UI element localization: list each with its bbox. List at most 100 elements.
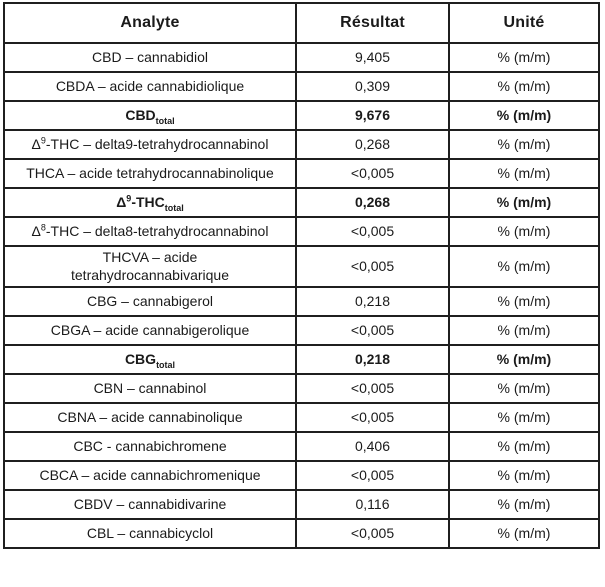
table-row: CBNA – acide cannabinolique <0,005 % (m/… [3,402,600,433]
result-cell: 0,218 [295,286,450,317]
analyte-text: -THC [131,193,165,210]
analyte-cell: CBDtotal [3,100,297,131]
analyte-text: CBD – cannabidiol [92,48,208,65]
analyte-cell: CBDV – cannabidivarine [3,489,297,520]
result-cell: <0,005 [295,402,450,433]
analysis-results-table: Analyte Résultat Unité CBD – cannabidiol… [3,2,600,549]
analyte-text: Δ [116,193,127,210]
result-cell: 0,116 [295,489,450,520]
header-row: Analyte Résultat Unité [3,2,600,44]
unit-cell: % (m/m) [448,100,600,131]
unit-cell: % (m/m) [448,158,600,189]
unit-cell: % (m/m) [448,71,600,102]
analyte-text: CBG [124,350,157,367]
result-cell: <0,005 [295,158,450,189]
unit-cell: % (m/m) [448,286,600,317]
analyte-cell: Δ9-THCtotal [3,187,297,218]
analyte-superscript: 9 [40,135,46,146]
unit-cell: % (m/m) [448,187,600,218]
result-cell: <0,005 [295,216,450,247]
analyte-text: CBDA – acide cannabidiolique [55,77,245,94]
column-header-resultat: Résultat [295,2,450,44]
analyte-text: CBDV – cannabidivarine [73,495,227,512]
table-row: CBCA – acide cannabichromenique <0,005 %… [3,460,600,491]
analyte-cell: THCA – acide tetrahydrocannabinolique [3,158,297,189]
analyte-cell: Δ9-THC – delta9-tetrahydrocannabinol [3,129,297,160]
result-cell: 9,676 [295,100,450,131]
analyte-text: CBG – cannabigerol [86,292,214,309]
table-row: CBDtotal 9,676 % (m/m) [3,100,600,131]
analyte-text: Δ [31,135,41,152]
unit-cell: % (m/m) [448,344,600,375]
analyte-subscript: total [155,115,175,126]
analyte-text: -THC – delta9-tetrahydrocannabinol [45,135,269,152]
unit-cell: % (m/m) [448,216,600,247]
result-cell: <0,005 [295,373,450,404]
table-row: CBGtotal 0,218 % (m/m) [3,344,600,375]
column-header-analyte: Analyte [3,2,297,44]
analyte-text: CBC - cannabichromene [73,437,227,454]
analyte-text: Δ [31,222,41,239]
analyte-text: CBL – cannabicyclol [86,524,214,541]
analyte-text: -THC – delta8-tetrahydrocannabinol [45,222,269,239]
table-header: Analyte Résultat Unité [3,2,600,44]
analyte-text: CBGA – acide cannabigerolique [50,321,250,338]
unit-cell: % (m/m) [448,315,600,346]
analyte-text: CBCA – acide cannabichromenique [39,466,261,483]
result-cell: 0,268 [295,129,450,160]
analyte-superscript: 8 [40,222,46,233]
unit-cell: % (m/m) [448,129,600,160]
result-cell: <0,005 [295,315,450,346]
unit-cell: % (m/m) [448,402,600,433]
result-cell: 0,309 [295,71,450,102]
table-row: CBDV – cannabidivarine 0,116 % (m/m) [3,489,600,520]
analyte-superscript: 9 [126,193,132,204]
analyte-cell: Δ8-THC – delta8-tetrahydrocannabinol [3,216,297,247]
unit-cell: % (m/m) [448,42,600,73]
analyte-cell: CBGA – acide cannabigerolique [3,315,297,346]
unit-cell: % (m/m) [448,460,600,491]
analyte-cell: THCVA – acide tetrahydrocannabivarique [3,245,297,288]
result-cell: 0,406 [295,431,450,462]
analyte-cell: CBG – cannabigerol [3,286,297,317]
table-row: CBG – cannabigerol 0,218 % (m/m) [3,286,600,317]
unit-cell: % (m/m) [448,431,600,462]
analyte-text: THCA – acide tetrahydrocannabinolique [26,164,274,181]
analyte-cell: CBGtotal [3,344,297,375]
analyte-text: CBNA – acide cannabinolique [57,408,243,425]
unit-cell: % (m/m) [448,373,600,404]
result-cell: 9,405 [295,42,450,73]
column-header-unite: Unité [448,2,600,44]
result-cell: <0,005 [295,518,450,549]
table-row: CBC - cannabichromene 0,406 % (m/m) [3,431,600,462]
result-cell: <0,005 [295,245,450,288]
unit-cell: % (m/m) [448,518,600,549]
table-row: Δ9-THC – delta9-tetrahydrocannabinol 0,2… [3,129,600,160]
table-row: Δ9-THCtotal 0,268 % (m/m) [3,187,600,218]
analyte-cell: CBD – cannabidiol [3,42,297,73]
table-row: Δ8-THC – delta8-tetrahydrocannabinol <0,… [3,216,600,247]
table-row: CBN – cannabinol <0,005 % (m/m) [3,373,600,404]
table-row: THCVA – acide tetrahydrocannabivarique <0… [3,245,600,288]
table-body: CBD – cannabidiol 9,405 % (m/m) CBDA – a… [3,42,600,549]
table-row: CBDA – acide cannabidiolique 0,309 % (m/… [3,71,600,102]
analyte-cell: CBL – cannabicyclol [3,518,297,549]
result-cell: 0,268 [295,187,450,218]
result-cell: 0,218 [295,344,450,375]
analyte-text: tetrahydrocannabivarique [71,266,229,283]
table-row: CBD – cannabidiol 9,405 % (m/m) [3,42,600,73]
analyte-cell: CBN – cannabinol [3,373,297,404]
table-row: THCA – acide tetrahydrocannabinolique <0… [3,158,600,189]
analyte-cell: CBDA – acide cannabidiolique [3,71,297,102]
analyte-subscript: total [164,202,184,213]
analyte-subscript: total [156,359,176,370]
unit-cell: % (m/m) [448,245,600,288]
analyte-text: CBN – cannabinol [93,379,207,396]
analyte-cell: CBC - cannabichromene [3,431,297,462]
table-row: CBGA – acide cannabigerolique <0,005 % (… [3,315,600,346]
unit-cell: % (m/m) [448,489,600,520]
analyte-text: THCVA – acide [102,249,198,265]
table-row: CBL – cannabicyclol <0,005 % (m/m) [3,518,600,549]
analyte-cell: CBNA – acide cannabinolique [3,402,297,433]
result-cell: <0,005 [295,460,450,491]
